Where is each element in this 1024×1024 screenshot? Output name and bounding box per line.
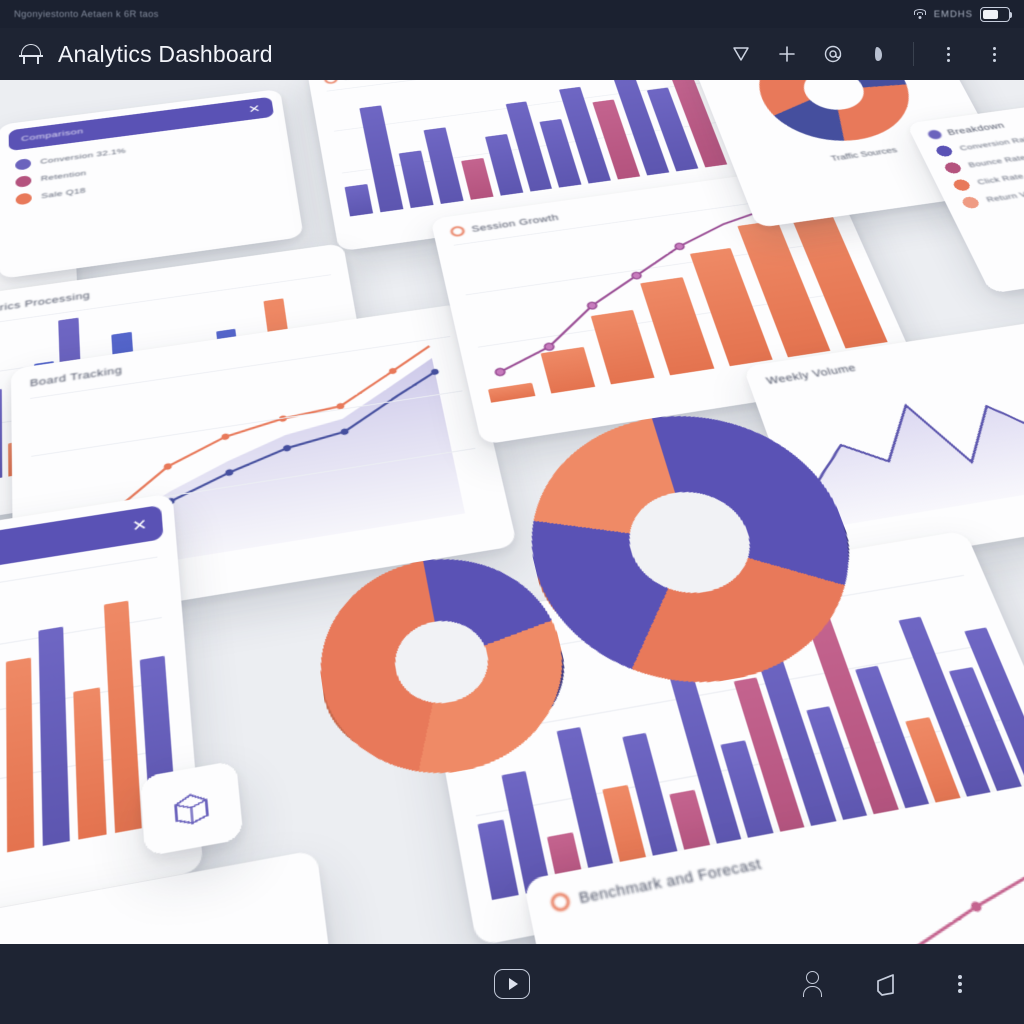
donut-chart [741,80,930,150]
legend-swatch [951,178,972,192]
more-vertical-icon[interactable] [936,42,960,66]
legend-swatch [15,158,32,171]
legend-panel-2-title: Comparison [21,126,84,144]
layers-icon [926,129,944,140]
list-item: Sale Q18 [15,160,277,206]
legend-label: Conversion 32.1% [40,147,127,167]
send-icon[interactable] [729,42,753,66]
card-collage: Chart Legend Dashboard Share Q4 Global R… [0,80,1024,944]
status-bar-text: Ngonyiestonto Aetaen k 6R taos [14,8,159,20]
legend-swatch [15,175,32,188]
donut3d-small-side [311,571,584,785]
growth-icon [449,225,466,238]
legend-swatch [942,161,964,175]
app-toolbar: Analytics Dashboard [0,28,1024,80]
legend-swatch [960,196,981,210]
legend-label: Retention [40,169,87,184]
donut-footer: Traffic Sources [750,136,977,175]
bottom-nav-actions [798,969,1024,999]
legend-label: Sale Q18 [41,186,87,201]
share-icon[interactable] [872,969,900,999]
bar-series [0,904,326,944]
play-icon[interactable] [494,969,530,999]
target-icon [323,80,339,85]
toolbar-actions [729,42,1006,66]
carrier-label: EMDHS [933,8,973,20]
overflow-menu-icon[interactable] [982,42,1006,66]
status-bar: Ngonyiestonto Aetaen k 6R taos EMDHS [0,0,1024,28]
legend-swatch [15,192,32,206]
legend-panel-2-header: Comparison ✕ [8,96,275,152]
wifi-icon [914,8,927,20]
status-bar-right: EMDHS [914,6,1012,22]
list-item: Engine Burst CTL 303b [0,232,58,286]
card-area[interactable]: Weekly Volume [742,311,1024,572]
chart-icon [549,891,572,913]
legend-label: Click Rate [975,172,1024,187]
add-icon[interactable] [775,42,799,66]
card-legend-panel-2[interactable]: Comparison ✕ Conversion 32.1% Retention … [0,88,304,280]
bottom-navigation-bar [0,944,1024,1024]
card-legend-right[interactable]: Breakdown Conversion Rate Bounce Rate Cl… [906,91,1024,294]
more-vertical-icon[interactable] [946,969,974,999]
donut-footer-label: Traffic Sources [829,146,899,164]
close-icon[interactable]: ✕ [247,102,262,116]
card-title: Breakdown [926,103,1024,140]
page-title: Analytics Dashboard [58,40,273,67]
list-item: Global Revenue Q219 [0,214,57,267]
mention-icon[interactable] [821,42,845,66]
bottom-left-plot [0,904,326,944]
shape-icon[interactable] [867,42,891,66]
person-icon[interactable] [798,969,826,999]
area-series [772,344,1024,528]
dashboard-stage: Chart Legend Dashboard Share Q4 Global R… [0,80,1024,944]
area-plot [772,344,1024,529]
big-bar-plot [0,556,177,926]
battery-icon [980,6,1012,22]
list-item: Dashboard Share Q4 [0,196,57,248]
card-chip[interactable] [140,760,244,857]
legend-label: Bounce Rate [967,153,1024,170]
legend-label: Return Visit [984,188,1024,205]
bar-series [0,557,177,926]
list-item: Retention [15,143,273,188]
bridge-icon [18,41,44,67]
toolbar-divider [913,42,914,66]
